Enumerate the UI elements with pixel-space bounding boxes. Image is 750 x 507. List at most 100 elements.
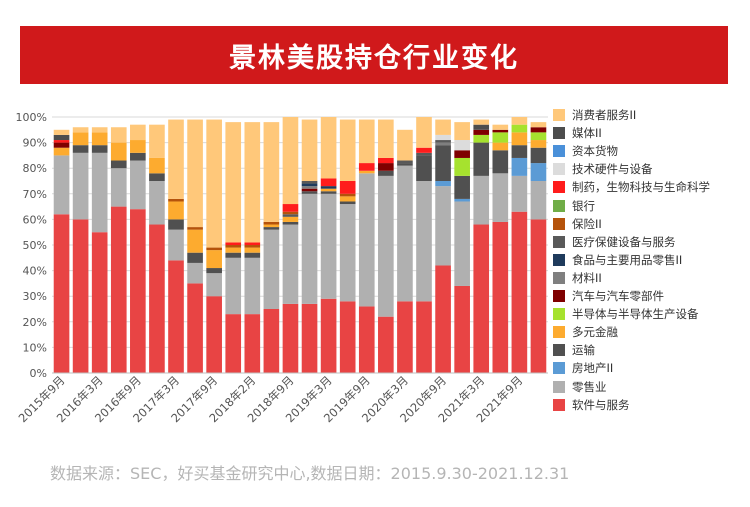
bar-segment	[473, 175, 490, 225]
bar-stack	[435, 119, 451, 373]
bar-stack	[72, 127, 89, 373]
bar-segment	[511, 157, 528, 176]
bar-segment	[473, 142, 490, 176]
bar-segment	[187, 252, 203, 263]
bar-segment	[225, 247, 242, 253]
legend-swatch	[553, 362, 565, 375]
bar-segment	[301, 188, 318, 192]
bar-segment	[397, 301, 413, 373]
bar-segment	[301, 193, 318, 304]
bar-segment	[435, 186, 451, 266]
bar-segment	[473, 129, 490, 135]
bar-segment	[168, 229, 184, 261]
y-tick-label: 60%	[23, 213, 47, 226]
bar-segment	[130, 152, 146, 161]
bar-segment	[301, 191, 318, 194]
bar-segment	[225, 242, 242, 245]
bar-segment	[301, 119, 318, 181]
bar-segment	[263, 221, 280, 225]
bar-segment	[320, 191, 337, 194]
legend-label: 媒体II	[572, 126, 602, 141]
bar-segment	[301, 186, 318, 189]
bar-segment	[53, 147, 70, 156]
bar-segment	[530, 132, 547, 141]
legend-swatch	[553, 235, 565, 248]
bar-segment	[91, 152, 108, 233]
bar-segment	[358, 306, 375, 373]
bar-stack	[91, 127, 108, 373]
bar-segment	[397, 160, 413, 164]
bar-segment	[435, 181, 451, 187]
legend-swatch	[553, 290, 565, 302]
bar-segment	[206, 250, 222, 269]
bar-segment	[149, 157, 165, 174]
legend-item: 半导体与半导体生产设备	[553, 307, 699, 321]
legend-label: 软件与服务	[572, 397, 630, 412]
bar-segment	[530, 181, 547, 220]
y-tick-label: 80%	[23, 162, 47, 175]
bar-segment	[435, 119, 451, 135]
bar-segment	[454, 175, 470, 199]
y-tick-label: 40%	[23, 265, 47, 278]
bar-segment	[492, 150, 509, 174]
bar-segment	[225, 245, 242, 248]
bar-segment	[473, 119, 490, 125]
bar-segment	[72, 132, 89, 146]
bar-segment	[168, 260, 184, 373]
bar-segment	[206, 247, 222, 251]
bar-stack	[397, 129, 413, 373]
bar-stack	[53, 129, 70, 373]
bar-segment	[263, 309, 280, 373]
y-tick-label: 0%	[30, 367, 47, 380]
legend-item: 制药，生物科技与生命科学	[553, 180, 710, 194]
legend-label: 食品与主要用品零售II	[572, 252, 683, 267]
bar-stack	[282, 117, 299, 373]
legend-item: 汽车与汽车零部件	[553, 289, 664, 303]
bar-segment	[473, 134, 490, 143]
bar-segment	[320, 178, 337, 187]
bar-segment	[454, 122, 470, 141]
y-tick-label: 30%	[23, 290, 47, 303]
bar-segment	[492, 221, 509, 373]
bar-segment	[282, 204, 299, 212]
bar-segment	[53, 214, 70, 373]
bar-segment	[110, 206, 127, 373]
bar-segment	[416, 181, 432, 302]
legend-label: 保险II	[572, 216, 602, 231]
bar-segment	[492, 132, 509, 143]
bar-segment	[378, 157, 394, 164]
bar-segment	[320, 117, 337, 179]
y-tick-label: 10%	[23, 341, 47, 354]
y-tick-label: 20%	[23, 316, 47, 329]
bar-segment	[130, 140, 146, 153]
bar-segment	[339, 196, 356, 202]
bar-segment	[358, 173, 375, 307]
bar-segment	[206, 268, 222, 274]
bar-segment	[187, 227, 203, 230]
bar-segment	[187, 283, 203, 373]
bar-segment	[130, 160, 146, 210]
bar-segment	[435, 134, 451, 141]
bar-stack	[225, 122, 242, 373]
legend-swatch	[553, 199, 565, 212]
legend-item: 保险II	[553, 217, 602, 231]
bar-segment	[358, 119, 375, 164]
bar-segment	[53, 134, 70, 141]
bar-segment	[244, 122, 261, 243]
bar-segment	[263, 229, 280, 309]
bar-segment	[358, 163, 375, 171]
bar-segment	[187, 229, 203, 253]
legend-item: 资本货物	[553, 144, 618, 158]
legend-swatch	[553, 145, 565, 158]
y-tick-label: 100%	[16, 111, 47, 124]
bar-segment	[454, 140, 470, 151]
bar-segment	[91, 132, 108, 146]
legend-item: 多元金融	[553, 325, 618, 339]
bar-segment	[244, 247, 261, 253]
bar-segment	[72, 145, 89, 153]
bar-segment	[320, 188, 337, 192]
bar-segment	[168, 201, 184, 220]
bar-segment	[110, 142, 127, 161]
bar-segment	[91, 145, 108, 153]
bar-segment	[378, 170, 394, 176]
